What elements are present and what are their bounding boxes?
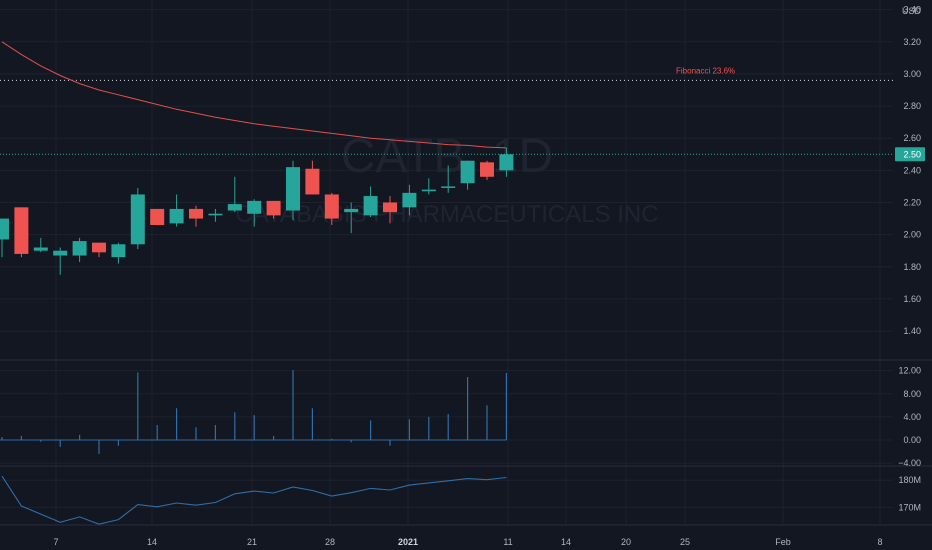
candle-up [0,218,9,240]
time-axis-label: 28 [325,537,335,547]
candle-up [208,213,223,216]
last-price-value: 2.50 [903,149,921,159]
fibonacci-label: Fibonacci 23.6% [676,66,735,75]
candle-up [169,208,184,224]
indicator-pane[interactable] [1,475,507,525]
time-axis-label: 21 [247,537,257,547]
histogram-tick-label: 4.00 [903,412,921,422]
time-axis-label: 20 [621,537,631,547]
time-axis-label: 2021 [398,537,418,547]
last-price-tag [895,147,925,162]
candle-up [227,204,242,211]
histogram-tick-label: 12.00 [898,366,921,376]
time-axis-label: 14 [147,537,157,547]
candle-down [150,208,165,225]
candle-up [130,194,145,245]
candle-down [383,202,397,213]
candle-up [53,250,68,256]
candle-down [480,162,494,177]
price-pane[interactable]: Fibonacci 23.6% [0,41,893,275]
candle-up [111,244,126,258]
price-axis[interactable]: 3.40 3.20 3.00 2.80 2.60 2.40 2.20 2.00 1.80 1.60… [895,5,925,513]
candle-up [441,186,456,188]
candle-up [460,160,475,184]
price-tick-label: 1.60 [903,294,921,304]
price-tick-label: 3.00 [903,69,921,79]
time-axis-label: 8 [877,537,882,547]
histogram-tick-label: 8.00 [903,389,921,399]
price-tick-label: 1.40 [903,326,921,336]
candle-down [305,168,320,195]
indicator-tick-label: 170M [898,502,921,512]
candle-up [286,167,300,211]
candle-up [499,154,514,171]
candle-up [247,200,262,214]
time-axis-label: Feb [775,537,791,547]
price-tick-label: 3.40 [903,5,921,15]
candle-down [266,200,281,216]
indicator-line [1,475,507,525]
price-tick-label: 3.20 [903,37,921,47]
price-tick-label: 2.40 [903,165,921,175]
candle-up [363,196,378,216]
horizontal-gridlines [0,9,893,508]
candle-up [72,241,87,256]
currency-label: USD [902,6,922,16]
time-axis-label: 25 [680,537,690,547]
watermark-company: CATABASIS PHARMACEUTICALS INC [235,201,658,228]
time-axis-label: 14 [561,537,571,547]
histogram-tick-label: 0.00 [903,435,921,445]
price-tick-label: 2.60 [903,133,921,143]
price-tick-label: 2.20 [903,198,921,208]
candle-up [33,247,48,251]
time-axis-label: 7 [53,537,58,547]
vertical-gridlines [55,0,881,525]
candle-down [189,208,203,219]
candle-down [324,194,339,219]
price-tick-label: 2.80 [903,101,921,111]
time-axis[interactable]: 7 14 21 28 2021 11 14 20 25 Feb 8 [53,537,882,547]
indicator-tick-label: 180M [898,475,921,485]
candle-up [344,208,359,213]
candle-down [14,207,29,254]
candle-down [92,242,106,253]
candle-up [421,189,436,192]
candle-up [402,192,417,208]
moving-average-line [1,41,507,149]
histogram-pane[interactable] [0,370,507,454]
price-tick-label: 2.00 [903,230,921,240]
time-axis-label: 11 [503,537,512,547]
price-tick-label: 1.80 [903,262,921,272]
histogram-tick-label: −4.00 [898,458,921,468]
